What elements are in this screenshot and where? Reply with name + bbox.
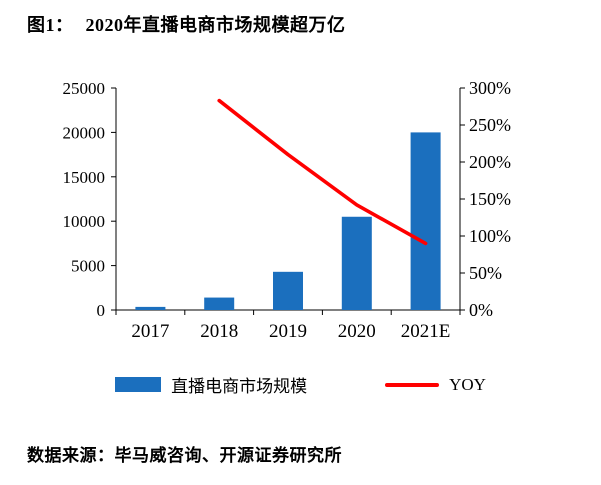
right-axis-label: 300% — [469, 78, 511, 98]
legend-item-yoy: YOY — [385, 375, 486, 395]
legend-label-market-size: 直播电商市场规模 — [171, 377, 308, 396]
right-axis-label: 150% — [469, 189, 511, 209]
bar-2017 — [135, 306, 166, 310]
x-axis-label-2020: 2020 — [338, 321, 376, 342]
chart-legend: 直播电商市场规模 YOY — [0, 372, 601, 397]
bar-2018 — [204, 297, 235, 310]
x-axis-label-2018: 2018 — [200, 321, 238, 342]
figure-title: 图1： 2020年直播电商市场规模超万亿 — [27, 11, 346, 37]
legend-item-market-size: 直播电商市场规模 — [115, 372, 307, 397]
figure-title-text: 2020年直播电商市场规模超万亿 — [85, 15, 346, 35]
x-axis-label-2019: 2019 — [269, 321, 307, 342]
right-axis-label: 0% — [469, 300, 493, 320]
legend-line-swatch — [385, 382, 440, 387]
bar-2019 — [273, 271, 303, 310]
bar-2021E — [410, 132, 441, 310]
right-axis-label: 50% — [469, 263, 502, 283]
bar-2020 — [341, 216, 372, 310]
right-axis-label: 200% — [469, 152, 511, 172]
left-axis-label: 0 — [97, 301, 106, 320]
legend-bar-swatch — [115, 377, 162, 392]
left-axis-label: 15000 — [63, 168, 106, 187]
right-axis-label: 250% — [469, 115, 511, 135]
legend-label-yoy: YOY — [449, 374, 486, 394]
left-axis-label: 5000 — [71, 257, 105, 276]
left-axis-label: 20000 — [63, 123, 106, 142]
yoy-line — [217, 98, 428, 246]
data-source: 数据来源：毕马威咨询、开源证券研究所 — [27, 446, 342, 465]
left-axis-label: 25000 — [63, 79, 106, 98]
x-axis-label-2021E: 2021E — [401, 321, 451, 342]
figure-number: 图1： — [27, 15, 74, 35]
left-axis-label: 10000 — [63, 212, 106, 231]
right-axis-label: 100% — [469, 226, 511, 246]
x-axis-label-2017: 2017 — [131, 321, 169, 342]
